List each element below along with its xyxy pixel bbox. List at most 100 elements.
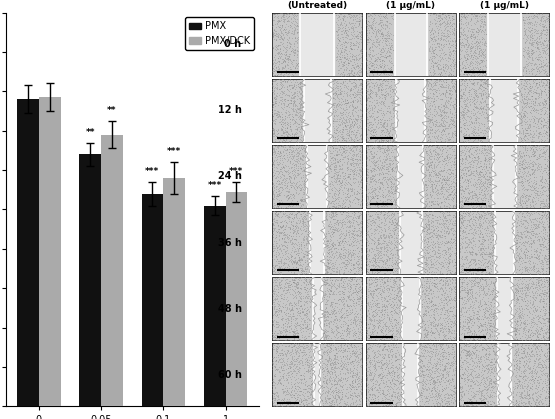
Point (362, 67, 371, 74)
Point (268, 163, 277, 170)
Point (350, 390, 359, 396)
Point (343, 257, 352, 264)
Point (339, 39, 348, 46)
Point (467, 119, 476, 125)
Point (274, 13, 283, 19)
Point (296, 401, 305, 407)
Point (462, 155, 471, 162)
Point (373, 324, 382, 331)
Point (288, 221, 297, 228)
Point (344, 70, 353, 76)
Point (432, 328, 441, 334)
Point (291, 235, 300, 242)
Point (467, 85, 476, 92)
Point (305, 382, 314, 388)
Point (481, 162, 490, 169)
Point (347, 350, 356, 357)
Point (341, 227, 350, 234)
Point (527, 27, 536, 34)
Point (281, 306, 290, 313)
Point (538, 27, 547, 34)
Point (279, 373, 287, 380)
Point (518, 393, 527, 400)
Point (478, 105, 487, 111)
Point (297, 399, 306, 406)
Point (423, 225, 432, 232)
Point (362, 162, 371, 168)
Point (336, 87, 345, 93)
Point (440, 379, 448, 386)
Point (466, 271, 475, 277)
Point (535, 100, 544, 106)
Point (440, 213, 449, 220)
Point (457, 384, 466, 391)
Point (442, 22, 451, 29)
Point (393, 301, 402, 308)
Point (381, 96, 390, 102)
Point (531, 399, 539, 406)
Point (422, 329, 431, 336)
Point (432, 10, 441, 16)
Point (350, 348, 359, 354)
Point (434, 303, 443, 310)
Point (475, 182, 483, 189)
Point (383, 285, 392, 291)
Point (276, 76, 285, 83)
Point (392, 393, 401, 400)
Point (432, 344, 441, 350)
Point (344, 173, 353, 180)
Point (362, 143, 371, 150)
Point (352, 54, 361, 61)
Point (430, 91, 438, 97)
Point (339, 291, 348, 298)
Point (473, 362, 482, 369)
Point (269, 378, 278, 384)
Point (276, 173, 285, 179)
Point (337, 362, 346, 368)
Point (471, 105, 480, 112)
Point (428, 53, 437, 59)
Point (482, 82, 491, 88)
Point (301, 278, 310, 285)
Point (468, 26, 477, 33)
Point (287, 218, 296, 225)
Point (442, 384, 451, 391)
Point (461, 32, 470, 39)
Point (269, 60, 278, 67)
Point (364, 388, 372, 395)
Point (479, 403, 488, 410)
Point (346, 154, 355, 160)
Point (271, 342, 280, 349)
Point (442, 297, 451, 303)
Point (378, 389, 387, 396)
Point (443, 180, 452, 187)
Point (391, 321, 400, 328)
Point (472, 50, 481, 57)
Point (287, 354, 296, 361)
Point (357, 47, 366, 54)
Point (521, 200, 529, 207)
Point (374, 372, 382, 378)
Point (466, 376, 475, 383)
Point (431, 393, 440, 399)
Point (367, 308, 376, 315)
Point (293, 363, 302, 370)
Point (462, 94, 471, 101)
Point (472, 90, 481, 97)
Point (537, 33, 546, 40)
Point (464, 212, 473, 219)
Point (271, 67, 280, 74)
Point (480, 383, 489, 389)
Point (512, 361, 521, 368)
Point (330, 363, 339, 370)
Point (381, 322, 390, 329)
Point (485, 310, 494, 317)
Point (476, 81, 485, 88)
Point (459, 25, 468, 31)
Point (451, 390, 460, 396)
Point (327, 248, 336, 255)
Point (300, 219, 309, 226)
Point (276, 219, 285, 226)
Point (335, 387, 344, 394)
Point (447, 251, 456, 258)
